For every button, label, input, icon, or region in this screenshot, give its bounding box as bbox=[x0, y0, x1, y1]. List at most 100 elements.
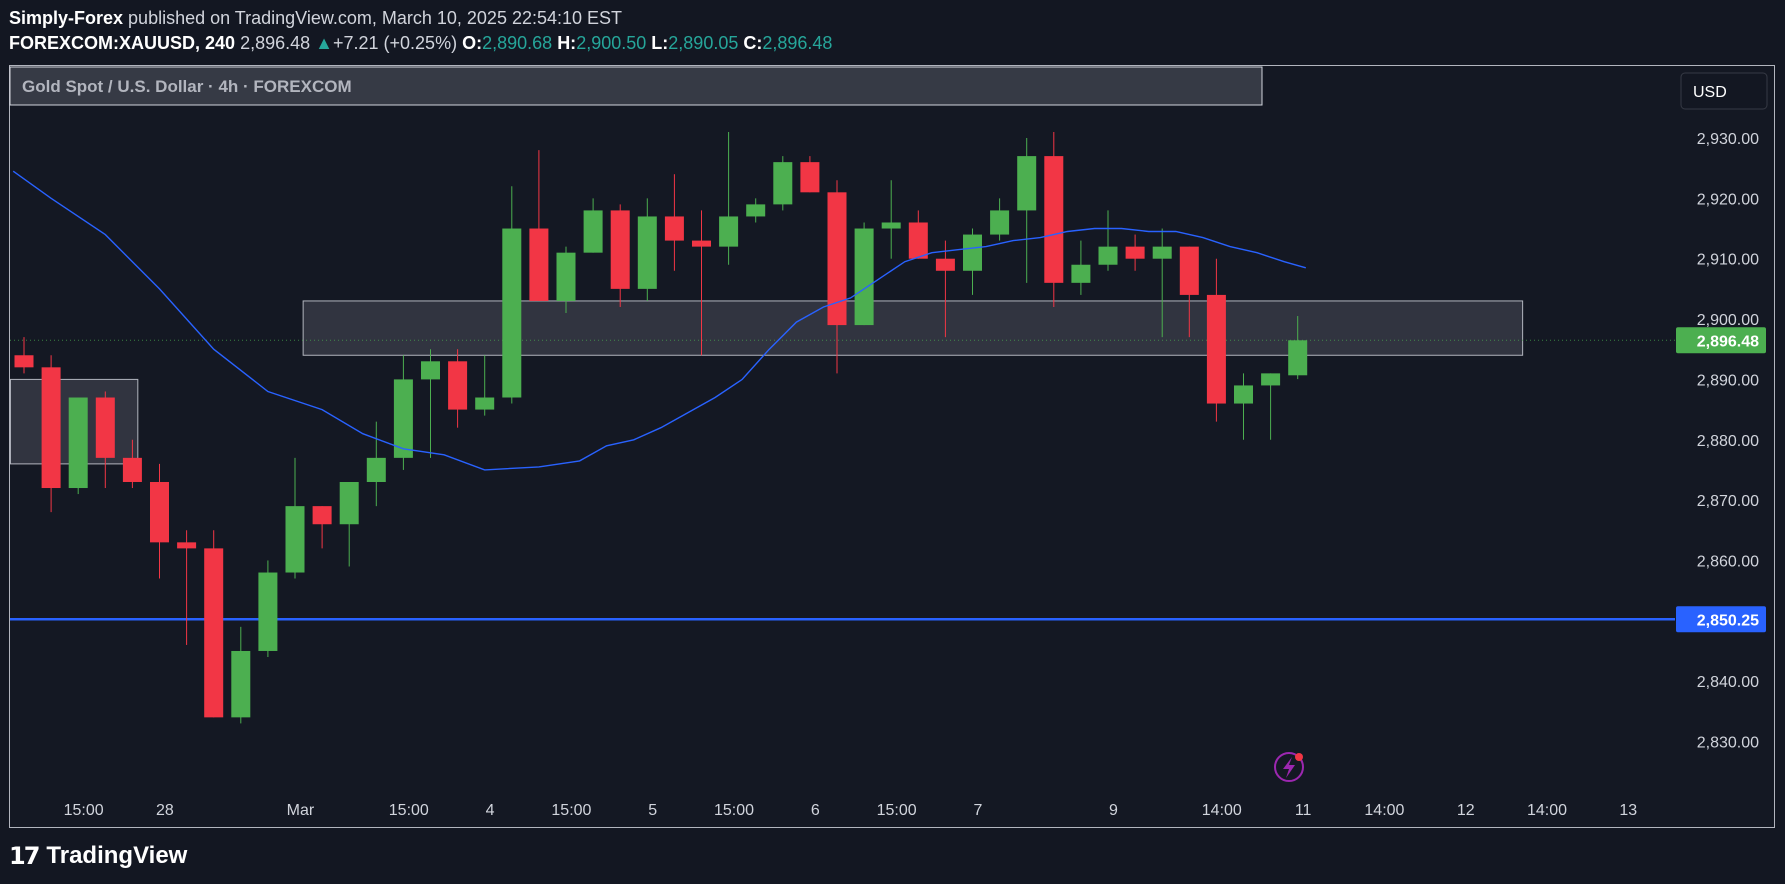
candle[interactable] bbox=[285, 457, 305, 579]
candle[interactable] bbox=[1044, 131, 1064, 307]
candle-body bbox=[935, 258, 955, 271]
y-tick-label: 2,920.00 bbox=[1697, 191, 1759, 208]
candle-body bbox=[990, 210, 1010, 235]
candle[interactable] bbox=[366, 421, 386, 507]
candle-body bbox=[746, 204, 766, 217]
candle[interactable] bbox=[719, 131, 739, 265]
candle[interactable] bbox=[1234, 373, 1253, 440]
candle[interactable] bbox=[935, 240, 955, 338]
x-tick-label: 11 bbox=[1295, 802, 1312, 819]
publish-info: Simply-Forex published on TradingView.co… bbox=[9, 8, 622, 29]
candle[interactable] bbox=[1288, 316, 1308, 380]
candle-body bbox=[827, 192, 847, 326]
candle[interactable] bbox=[746, 198, 766, 223]
candle-body bbox=[610, 210, 630, 289]
candle-body bbox=[177, 542, 197, 549]
candle[interactable] bbox=[1261, 373, 1281, 440]
candle[interactable] bbox=[827, 180, 847, 374]
candle[interactable] bbox=[556, 246, 576, 314]
candle[interactable] bbox=[231, 626, 251, 724]
candle[interactable] bbox=[475, 355, 495, 416]
candle[interactable] bbox=[14, 337, 34, 374]
candle-body bbox=[1234, 385, 1253, 404]
high-value: 2,900.50 bbox=[576, 33, 647, 53]
candle[interactable] bbox=[204, 530, 224, 718]
candle-body bbox=[800, 162, 820, 193]
candle[interactable] bbox=[177, 530, 197, 645]
candle[interactable] bbox=[1017, 138, 1037, 283]
candle[interactable] bbox=[448, 349, 468, 428]
candle-body bbox=[475, 397, 495, 410]
y-tick-label: 2,900.00 bbox=[1697, 312, 1759, 329]
candle-body bbox=[204, 548, 224, 718]
candle[interactable] bbox=[122, 439, 142, 489]
x-tick-label: 14:00 bbox=[1527, 802, 1567, 819]
candle[interactable] bbox=[41, 355, 61, 513]
candle-body bbox=[448, 361, 468, 410]
candle-body bbox=[393, 379, 413, 458]
candle[interactable] bbox=[1071, 240, 1091, 295]
candle-body bbox=[285, 506, 305, 573]
current-price-tag-bg bbox=[1676, 327, 1766, 354]
currency-button[interactable] bbox=[1680, 72, 1768, 110]
x-tick-label: 15:00 bbox=[389, 802, 429, 819]
lightning-icon[interactable] bbox=[1274, 752, 1304, 782]
candle[interactable] bbox=[258, 560, 278, 658]
candle-body bbox=[583, 210, 603, 253]
candle[interactable] bbox=[664, 174, 684, 271]
candle[interactable] bbox=[610, 204, 630, 307]
candle[interactable] bbox=[312, 506, 332, 549]
candle[interactable] bbox=[502, 186, 522, 404]
candle[interactable] bbox=[1152, 228, 1172, 338]
candle[interactable] bbox=[583, 198, 603, 253]
x-tick-label: 14:00 bbox=[1364, 802, 1404, 819]
candle[interactable] bbox=[1206, 258, 1226, 422]
x-tick-label: 9 bbox=[1109, 802, 1118, 819]
resistance-zone[interactable] bbox=[302, 300, 1524, 356]
tradingview-logo[interactable]: 17 TradingView bbox=[9, 842, 187, 870]
x-tick-label: 15:00 bbox=[551, 802, 591, 819]
candle[interactable] bbox=[908, 210, 928, 259]
candle[interactable] bbox=[1098, 210, 1118, 271]
candle[interactable] bbox=[150, 463, 169, 579]
author[interactable]: Simply-Forex bbox=[9, 8, 124, 28]
candle-body bbox=[122, 457, 142, 482]
chart-frame[interactable] bbox=[9, 65, 1775, 828]
candle[interactable] bbox=[637, 198, 657, 301]
y-tick-label: 2,910.00 bbox=[1697, 252, 1759, 269]
current-price-tag: 2,896.48 bbox=[1697, 333, 1759, 350]
level-price-tag-bg bbox=[1676, 606, 1766, 633]
y-tick-label: 2,860.00 bbox=[1697, 553, 1759, 570]
candle[interactable] bbox=[95, 391, 115, 489]
published-text: published on TradingView.com, March 10, … bbox=[128, 8, 623, 28]
y-tick-label: 2,840.00 bbox=[1697, 674, 1759, 691]
candle[interactable] bbox=[881, 180, 901, 259]
candle[interactable] bbox=[393, 355, 413, 470]
candle[interactable] bbox=[773, 156, 793, 211]
candle[interactable] bbox=[1125, 234, 1145, 271]
y-tick-label: 2,890.00 bbox=[1697, 372, 1759, 389]
tv-brand: TradingView bbox=[46, 842, 188, 869]
open-label: O: bbox=[462, 33, 483, 53]
legend-title[interactable]: Gold Spot / U.S. Dollar · 4h · FOREXCOM bbox=[22, 77, 352, 96]
candle[interactable] bbox=[692, 210, 711, 356]
currency-label[interactable]: USD bbox=[1693, 84, 1727, 101]
open-value: 2,890.68 bbox=[482, 33, 553, 53]
candle[interactable] bbox=[339, 481, 359, 567]
candle[interactable] bbox=[68, 397, 88, 495]
x-tick-label: 14:00 bbox=[1202, 802, 1242, 819]
candle[interactable] bbox=[800, 156, 820, 193]
candle[interactable] bbox=[963, 228, 982, 295]
candle-body bbox=[1071, 264, 1091, 283]
candle[interactable] bbox=[1179, 246, 1199, 338]
candle[interactable] bbox=[990, 198, 1010, 241]
candle[interactable] bbox=[421, 349, 440, 458]
candle-body bbox=[773, 162, 793, 205]
candle-body bbox=[231, 650, 251, 718]
candle[interactable] bbox=[529, 150, 549, 301]
candle-body bbox=[1152, 246, 1172, 259]
candle[interactable] bbox=[854, 222, 874, 326]
candle-body bbox=[1098, 246, 1118, 265]
last-price: 2,896.48 bbox=[240, 33, 311, 53]
